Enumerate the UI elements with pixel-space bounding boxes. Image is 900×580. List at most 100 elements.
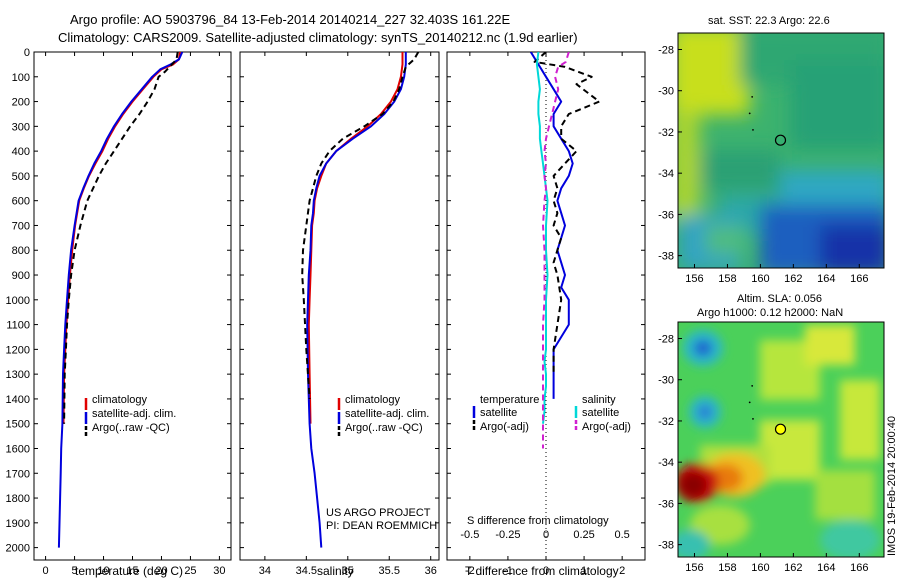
temperature-ytick-label: 900 [12,270,30,282]
salinity-series-0 [307,52,404,424]
sla-map-lat-label: -38 [658,540,674,552]
temperature-ytick-label: 0 [24,47,30,59]
credit-pi: PI: DEAN ROEMMICH [326,520,437,532]
difference-xtick-label: 2 [619,565,625,577]
temperature-ytick-label: 700 [12,220,30,232]
difference-xtick-label: 1 [581,565,587,577]
salinity-panel: 34 34.5 35 35.5 36 salinity climatology sate… [239,51,440,578]
difference-stick-label: -0.5 [460,529,479,541]
imos-watermark: IMOS 19-Feb-2014 20:00:40 [886,416,898,556]
temperature-legend-argo: Argo(..raw -QC) [92,422,170,434]
sst-map-lon-label: 158 [718,273,736,285]
sla-heatmap-image [678,322,884,557]
legend-t-argo: Argo(-adj) [480,421,529,433]
sla-map-lat-label: -28 [658,333,674,345]
sla-map-lat-label: -36 [658,498,674,510]
temperature-xtick-label: 25 [184,565,196,577]
temperature-series-1 [57,52,184,548]
legend-header-temperature: temperature [480,394,539,406]
sst-map-lat-label: -36 [658,209,674,221]
sst-map-lon-label: 162 [784,273,802,285]
difference-stick-label: -0.25 [495,529,520,541]
sst-map-lat-label: -30 [658,86,674,98]
temperature-legend-satellite: satellite-adj. clim. [92,408,176,420]
salinity-xtick-label: 35 [342,565,354,577]
difference-series-0 [529,52,574,399]
temperature-ytick-label: 2000 [6,543,30,555]
sla-map-title-line2: Argo h1000: 0.12 h2000: NaN [697,307,843,319]
temperature-ytick-label: 200 [12,97,30,109]
temperature-ytick-label: 1800 [6,493,30,505]
salinity-legend-argo: Argo(..raw -QC) [345,422,423,434]
temperature-ytick-label: 1200 [6,344,30,356]
temperature-ytick-label: 500 [12,171,30,183]
temperature-panel: 0100200300400500600700800900100011001200… [6,47,232,578]
difference-panel: -2 -1 0 1 2 -0.5 -0.25 0 0.25 0.5 temperature sal… [446,51,646,578]
salinity-xtick-label: 34.5 [296,565,317,577]
temperature-xtick-label: 15 [126,565,138,577]
sla-map: Altim. SLA: 0.056 Argo h1000: 0.12 h2000… [658,293,885,574]
sst-map-lon-label: 156 [685,273,703,285]
temperature-xtick-label: 30 [213,565,225,577]
sst-map-island-dot [752,128,754,131]
sla-map-lon-label: 158 [718,562,736,574]
salinity-series-1 [306,52,407,548]
temperature-xtick-label: 5 [71,565,77,577]
temperature-ytick-label: 600 [12,196,30,208]
sla-map-title-line1: Altim. SLA: 0.056 [737,293,822,305]
sla-map-lon-label: 166 [850,562,868,574]
sst-map-island-dot [748,112,751,115]
salinity-legend-satellite: satellite-adj. clim. [345,408,429,420]
temperature-xlabel: temperature (deg C) [75,564,183,578]
temperature-ytick-label: 1500 [6,419,30,431]
sst-map-lat-label: -34 [658,168,674,180]
sla-map-lon-label: 164 [817,562,835,574]
sst-argo-marker [774,134,787,146]
salinity-legend: climatology satellite-adj. clim. Argo(..… [337,394,429,438]
temperature-legend: climatology satellite-adj. clim. Argo(..… [84,394,176,438]
temperature-ytick-label: 1100 [6,320,30,332]
salinity-xtick-label: 36 [425,565,437,577]
sla-map-lat-label: -30 [658,375,674,387]
temperature-ytick-label: 800 [12,245,30,257]
sla-map-lon-label: 162 [784,562,802,574]
difference-xtick-label: 0 [543,565,549,577]
t-difference-xlabel: T difference from climatology [465,564,619,578]
temperature-ytick-label: 300 [12,121,30,133]
sst-map-title: sat. SST: 22.3 Argo: 22.6 [708,15,830,27]
legend-header-salinity: salinity [582,394,616,406]
temperature-ytick-label: 1600 [6,443,30,455]
sla-map-lat-label: -32 [658,416,674,428]
temperature-xtick-label: 10 [97,565,109,577]
temperature-xtick-label: 0 [43,565,49,577]
temperature-legend-climatology: climatology [92,394,148,406]
credit-project: US ARGO PROJECT [326,507,431,519]
legend-s-satellite: satellite [582,407,619,419]
difference-xtick-label: -1 [503,565,513,577]
legend-t-satellite: satellite [480,407,517,419]
temperature-ytick-label: 1300 [6,369,30,381]
salinity-xlabel: salinity [317,564,354,578]
temperature-series-2 [63,52,179,424]
sst-map-lon-label: 164 [817,273,835,285]
figure-title-line1: Argo profile: AO 5903796_84 13-Feb-2014 … [70,12,511,27]
temperature-ytick-label: 100 [12,72,30,84]
figure-title-line2: Climatology: CARS2009. Satellite-adjuste… [58,30,578,45]
difference-xtick-label: -2 [465,565,475,577]
temperature-ytick-label: 1400 [6,394,30,406]
difference-stick-label: 0.25 [573,529,594,541]
sla-map-island-dot [752,417,754,420]
sla-argo-marker [774,423,787,435]
sla-map-island-dot [748,401,751,404]
difference-stick-label: 0 [543,529,549,541]
temperature-ytick-label: 400 [12,146,30,158]
sst-map-lat-label: -38 [658,251,674,263]
s-difference-label: S difference from climatology [467,515,609,527]
salinity-xtick-label: 35.5 [379,565,400,577]
sst-map: sat. SST: 22.3 Argo: 22.6 156 158 160 162 16… [658,15,885,285]
difference-series-1 [533,52,601,375]
difference-series-3 [542,52,570,449]
temperature-ytick-label: 1700 [6,468,30,480]
sla-map-lon-label: 156 [685,562,703,574]
